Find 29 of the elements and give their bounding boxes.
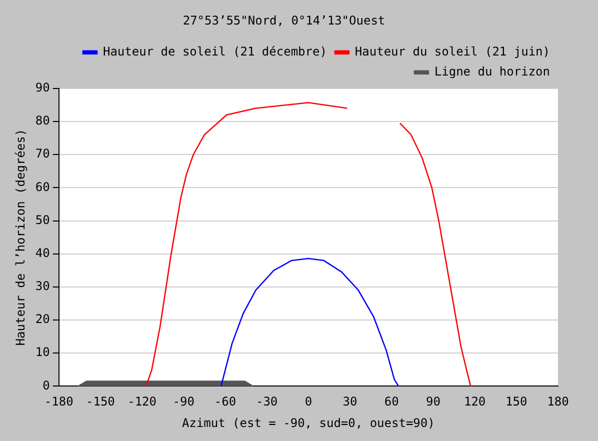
y-tick-label: 50 (35, 212, 50, 227)
x-axis-title: Azimut (est = -90, sud=0, ouest=90) (182, 416, 435, 430)
y-tick-label: 10 (35, 345, 50, 360)
x-tick-label: -150 (86, 394, 115, 409)
x-tick-label: 60 (384, 394, 399, 409)
y-tick-label: 20 (35, 312, 50, 326)
y-tick-label: 40 (35, 246, 50, 260)
x-tick-label: 30 (342, 394, 358, 409)
y-tick-label: 80 (35, 114, 50, 128)
x-tick-label: 0 (304, 394, 312, 409)
x-tick-label: 120 (464, 394, 486, 409)
legend-label: Hauteur de soleil (21 décembre) (102, 44, 327, 59)
y-tick-label: 0 (42, 378, 50, 392)
x-tick-label: -30 (256, 394, 278, 409)
x-tick-label: -120 (128, 394, 156, 409)
legend-label: Hauteur du soleil (21 juin) (354, 44, 550, 59)
y-tick-label: 30 (35, 279, 50, 294)
y-tick-label: 90 (35, 80, 50, 95)
legend-label: Ligne du horizon (434, 64, 550, 79)
chart-title: 27°53’55"Nord, 0°14’13"Ouest (182, 13, 386, 28)
x-tick-label: -60 (214, 394, 236, 409)
y-tick-label: 70 (35, 146, 50, 161)
x-tick-label: 150 (506, 394, 528, 409)
x-tick-label: 90 (426, 394, 440, 409)
x-tick-label: -180 (44, 394, 74, 409)
y-tick-label: 60 (35, 180, 50, 194)
x-tick-label: 180 (547, 394, 569, 409)
x-tick-label: -90 (172, 394, 194, 409)
y-axis-title: Hauteur de l’horizon (degrées) (13, 128, 28, 346)
